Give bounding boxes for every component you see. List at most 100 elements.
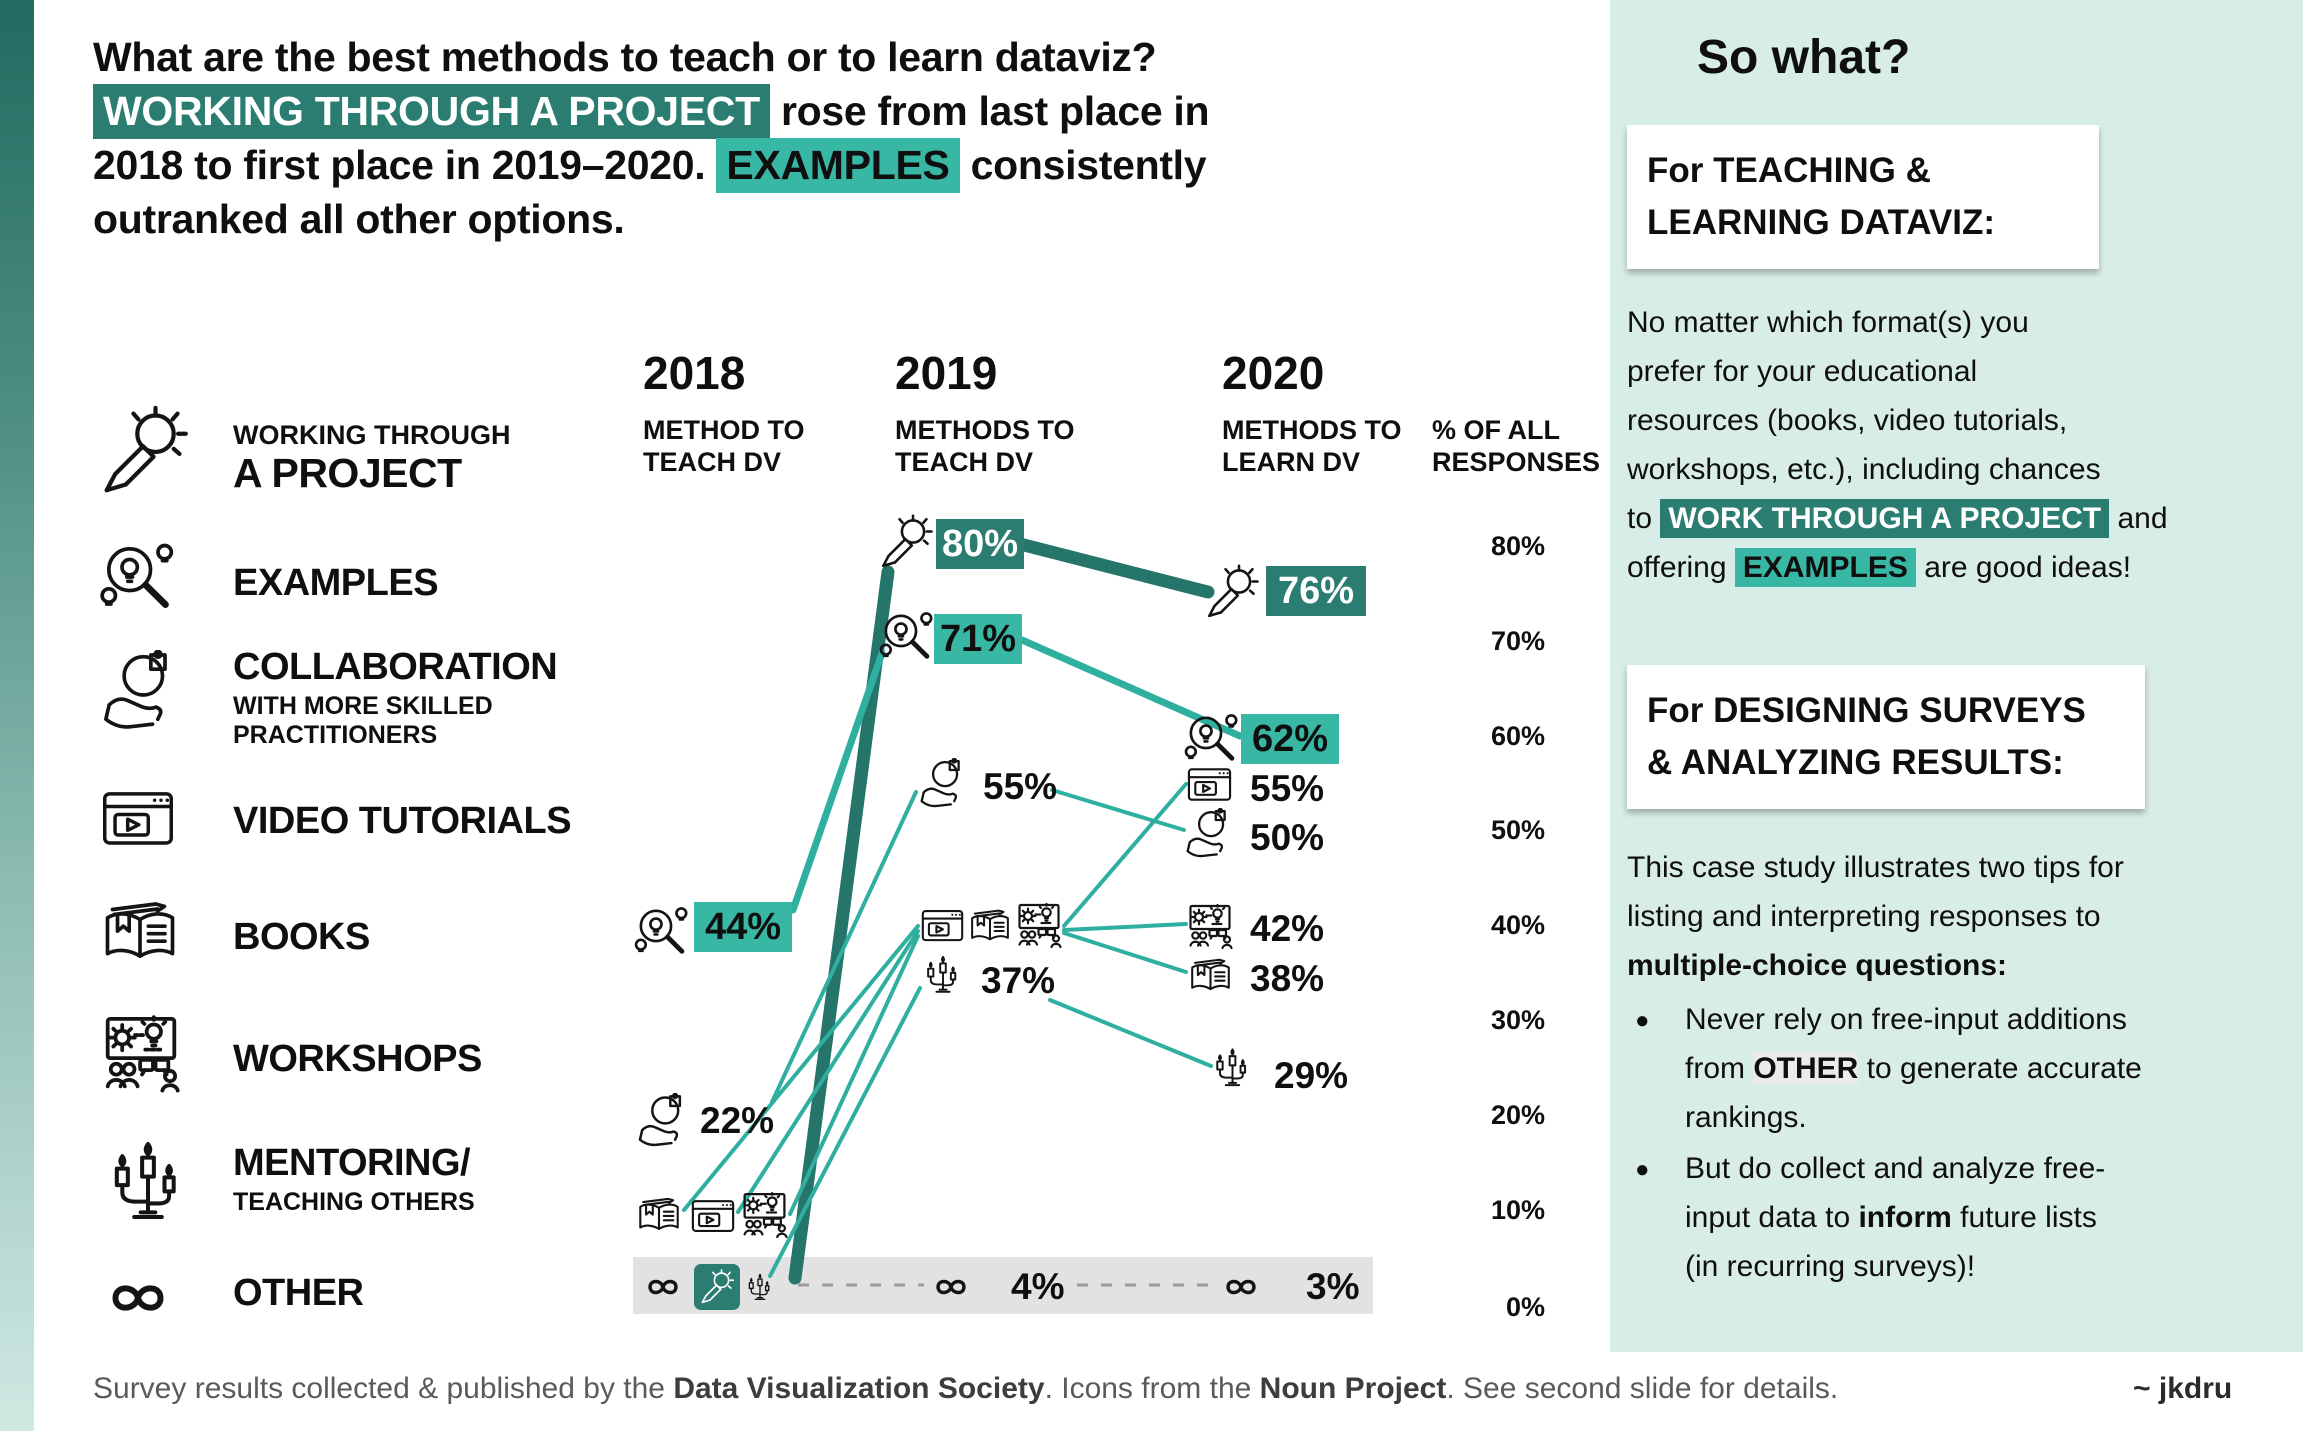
infinity-icon [926,1264,976,1310]
column-sub-2018-2: TEACH DV [643,447,782,477]
axis-tick-20: 20% [1490,1100,1545,1130]
column-header-2019: 2019 [895,347,998,399]
b1-highlight-other: OTHER [1753,1052,1859,1085]
column-sub-2019-1: METHODS TO [895,415,1075,445]
p1-line2: prefer for your educational [1627,355,1978,388]
value-2020-other: 3% [1306,1266,1360,1307]
sidebar-so-what: So what? For TEACHING & LEARNING DATAVIZ… [1610,0,2303,1352]
p2-line2: listing and interpreting responses to [1627,900,2101,933]
sidebar-title: So what? [1697,31,1911,84]
card1-line2: LEARNING DATAVIZ: [1647,203,1996,242]
open-book-pencil-icon [636,1192,682,1238]
method-label-examples: EXAMPLES [233,562,439,604]
method-label-video: VIDEO TUTORIALS [233,800,572,842]
card2-line1: For DESIGNING SURVEYS [1647,691,2086,730]
b2-line2b: future lists [1951,1201,2097,1234]
magnifier-bulb-icon [1183,710,1241,768]
title-highlight-project: WORKING THROUGH A PROJECT [93,84,770,139]
column-sub-2020-2: LEARN DV [1222,447,1361,477]
axis-tick-70: 70% [1490,626,1545,656]
b2-line1: But do collect and analyze free- [1685,1152,2106,1185]
method-label-project-top: WORKING THROUGH [233,420,511,450]
value-2019-project: 80% [936,519,1024,569]
bullet-never-rely: Never rely on free-input additions from … [1627,995,2237,1142]
candelabra-icon [922,952,964,1000]
magnifier-bulb-icon [878,608,936,666]
value-2018-examples: 44% [694,902,792,952]
card2-line2: & ANALYZING RESULTS: [1647,743,2064,782]
b2-line3: (in recurring surveys)! [1685,1250,1976,1283]
value-2019-examples: 71% [934,614,1022,664]
card1-line1: For TEACHING & [1647,151,1931,190]
axis-tick-50: 50% [1490,815,1545,845]
open-book-pencil-icon [968,904,1012,948]
footer-seg1: Survey results collected & published by … [93,1372,674,1405]
candelabra-icon [1211,1044,1254,1094]
bullet-do-collect: But do collect and analyze free- input d… [1627,1144,2237,1291]
title-highlight-examples: EXAMPLES [716,138,960,193]
candelabra-icon [745,1270,775,1306]
browser-play-icon [1186,762,1233,809]
value-2019-other: 4% [1011,1266,1065,1307]
footer-dvs: Data Visualization Society [673,1372,1045,1405]
paragraph-teaching: No matter which format(s) you prefer for… [1627,298,2227,592]
p1-line6b: are good ideas! [1915,551,2132,584]
method-label-workshops: WORKSHOPS [233,1038,482,1080]
project-pencil-bulb-icon [878,512,934,572]
column-sub-2018-1: METHOD TO [643,415,805,445]
title-line3-post: consistently [959,142,1207,188]
p1-line5a: to [1627,502,1661,535]
value-2020-project: 76% [1266,566,1366,616]
value-2020-workshops: 42% [1250,908,1325,949]
card-designing-surveys: For DESIGNING SURVEYS & ANALYZING RESULT… [1627,665,2145,809]
infinity-icon [1216,1264,1266,1310]
author-signature: ~ jkdru [2133,1372,2233,1405]
project-pencil-bulb-icon [1204,562,1260,622]
value-2019-mentoring: 37% [981,960,1056,1001]
b1-line2b: to generate accurate [1858,1052,2142,1085]
column-sub-2020-1: METHODS TO [1222,415,1402,445]
title-line3-pre: 2018 to first place in 2019–2020. [93,142,717,188]
axis-tick-80: 80% [1490,531,1545,561]
value-2020-video: 55% [1250,768,1325,809]
value-2020-examples: 62% [1241,714,1339,764]
method-label-project: A PROJECT [233,450,462,496]
page-title: What are the best methods to teach or to… [93,30,1583,246]
gradient-accent-bar [0,0,34,1431]
paragraph-surveys: This case study illustrates two tips for… [1627,843,2237,990]
axis-tick-10: 10% [1490,1195,1545,1225]
title-line1: What are the best methods to teach or to… [93,34,1157,80]
footer-seg3: . See second slide for details. [1446,1372,1839,1405]
hand-puzzle-head-icon [636,1093,690,1147]
method-label-books: BOOKS [233,916,370,958]
method-sublabel-mentoring: TEACHING OTHERS [233,1188,475,1216]
axis-tick-30: 30% [1490,1005,1545,1035]
column-sub-2019-2: TEACH DV [895,447,1034,477]
method-sublabel-collaboration-2: PRACTITIONERS [233,721,438,749]
column-header-2018: 2018 [643,347,746,399]
method-label-collaboration: COLLABORATION [233,646,558,688]
browser-play-icon [920,904,965,949]
p2-line3: multiple-choice questions: [1627,949,2008,982]
footer-seg2: . Icons from the [1044,1372,1260,1405]
p1-highlight-project: WORK THROUGH A PROJECT [1660,499,2110,538]
p2-line1: This case study illustrates two tips for [1627,851,2124,884]
axis-tick-0: 0% [1505,1292,1545,1322]
footer-credit-line: Survey results collected & published by … [93,1372,1838,1406]
presentation-people-icon [740,1190,789,1239]
open-book-pencil-icon [1188,953,1233,998]
hand-puzzle-head-icon [1184,808,1234,858]
other-category-band [633,1257,1373,1314]
footer-noun-project: Noun Project [1259,1372,1447,1405]
other-write-in-project-chip [694,1264,740,1310]
b2-bold-inform: inform [1858,1201,1952,1234]
value-2018-collaboration: 22% [700,1100,775,1141]
b1-line2a: from [1685,1052,1754,1085]
project-pencil-bulb-icon [699,1269,735,1305]
card-teaching-learning: For TEACHING & LEARNING DATAVIZ: [1627,125,2099,269]
column-header-2020: 2020 [1222,347,1325,399]
axis-tick-60: 60% [1490,721,1545,751]
p1-line4: workshops, etc.), including chances [1627,453,2101,486]
value-2019-collaboration: 55% [983,766,1058,807]
